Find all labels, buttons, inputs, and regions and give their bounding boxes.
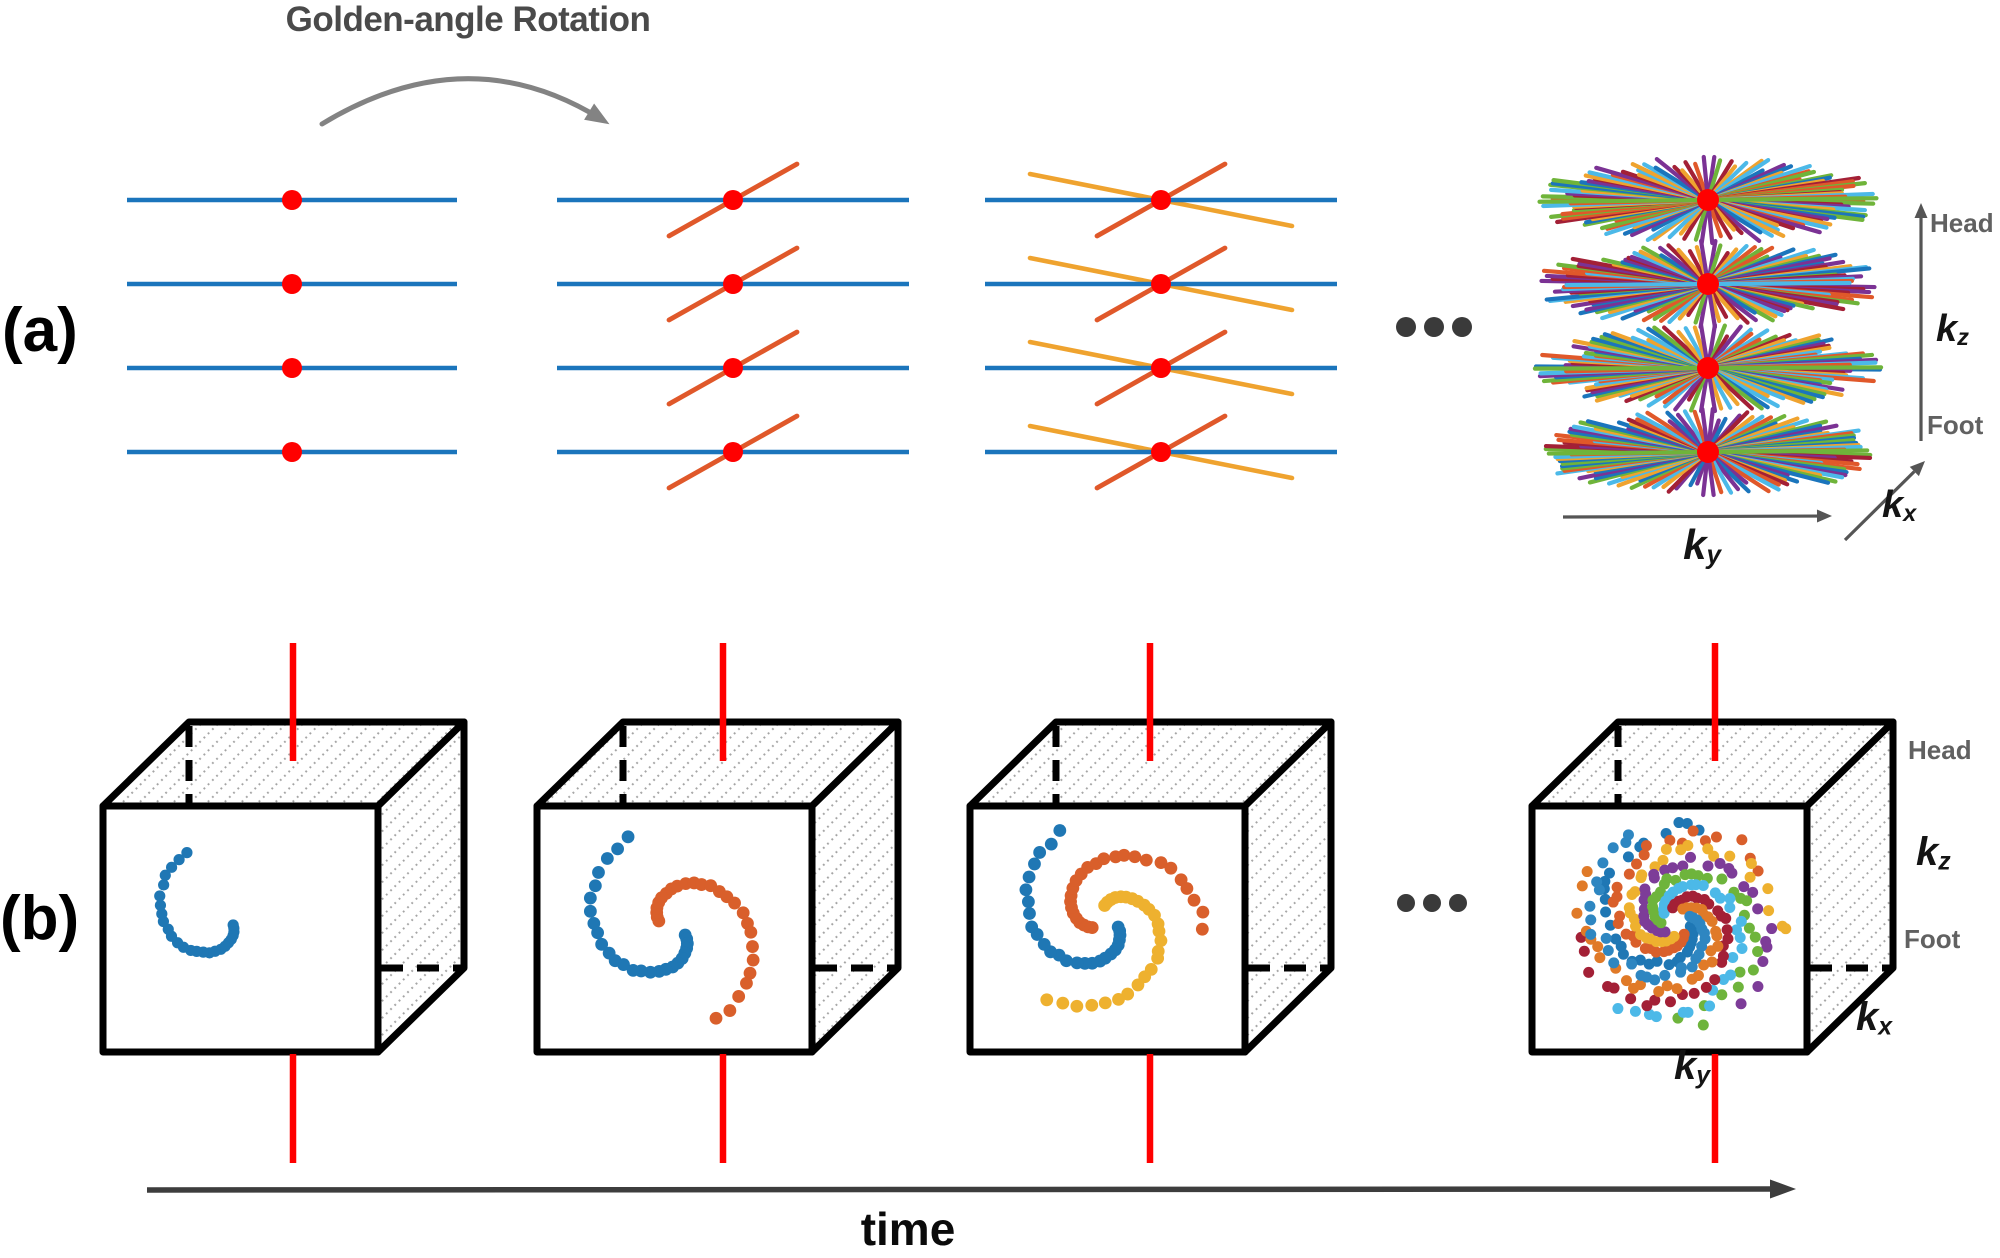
kspace-stage-many — [1532, 154, 1884, 498]
head-label-cube: Head — [1908, 735, 1972, 765]
kz-axis-label-cube: kz — [1916, 830, 1951, 876]
golden-angle-arrow — [319, 76, 610, 127]
ellipsis-cubes — [1397, 894, 1467, 912]
kspace-axes — [1562, 203, 1928, 542]
figure-title: Golden-angle Rotation — [285, 0, 651, 39]
kspace-stage-3 — [985, 161, 1337, 491]
panel-label-a: (a) — [2, 296, 78, 365]
cube-stage-2 — [533, 643, 902, 1163]
foot-label-kspace: Foot — [1927, 410, 1984, 440]
kx-axis-label-kspace: kx — [1882, 484, 1917, 527]
cube-stage-1 — [99, 643, 468, 1163]
kspace-stage-1 — [127, 190, 457, 462]
kx-axis-label-cube: kx — [1856, 995, 1893, 1041]
ky-axis-label-cube: ky — [1673, 1044, 1711, 1090]
kspace-stage-2 — [557, 161, 909, 491]
foot-label-cube: Foot — [1904, 924, 1961, 954]
ky-axis-label-kspace: ky — [1683, 521, 1721, 570]
head-label-kspace: Head — [1930, 208, 1994, 238]
ellipsis-kspace — [1396, 317, 1472, 337]
time-axis — [146, 1179, 1796, 1199]
panel-label-b: (b) — [0, 884, 80, 953]
cube-stage-4 — [1528, 643, 1897, 1163]
cube-stage-3 — [966, 643, 1335, 1163]
kz-axis-label-kspace: kz — [1936, 308, 1969, 351]
time-axis-label: time — [860, 1203, 956, 1255]
